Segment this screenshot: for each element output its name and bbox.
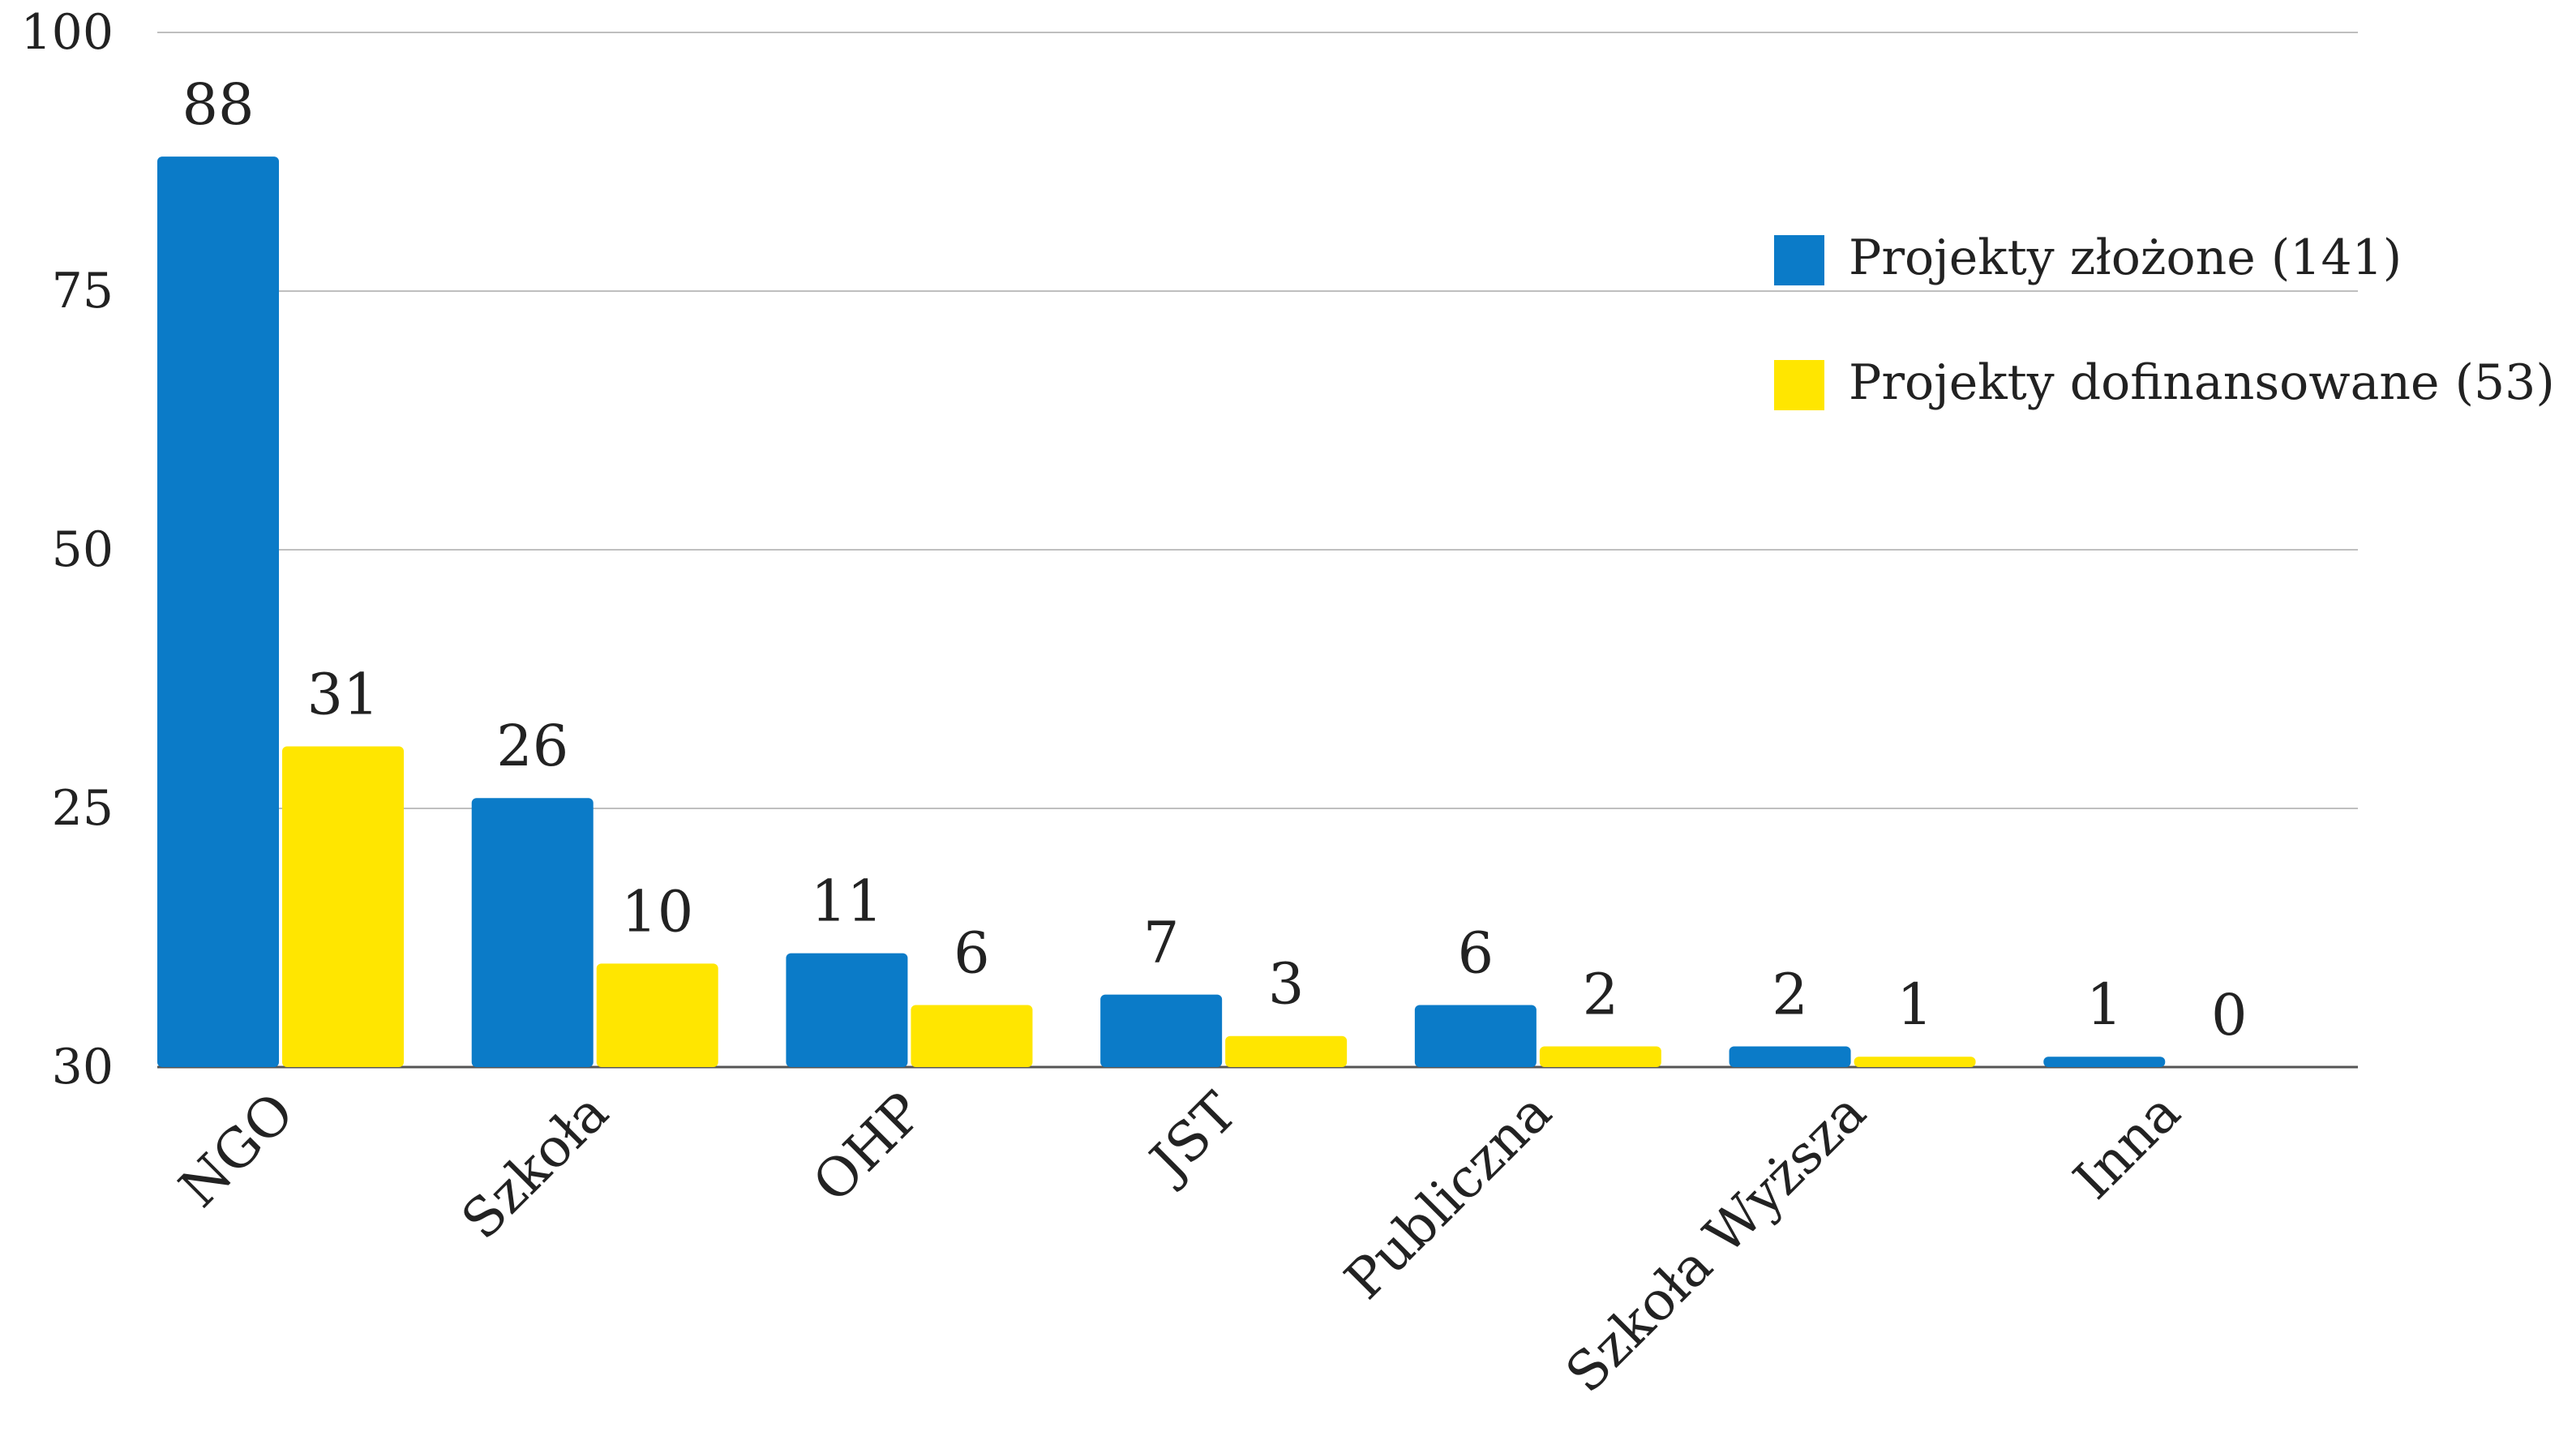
legend-swatch [1774, 235, 1824, 285]
bar-submitted [2043, 1057, 2166, 1067]
y-tick-label: 25 [52, 780, 114, 837]
bar-submitted [1100, 994, 1223, 1067]
legend-swatch [1774, 360, 1824, 410]
legend-label: Projekty dofinansowane (53) [1849, 354, 2555, 411]
data-label: 6 [1458, 919, 1494, 986]
data-label: 0 [2211, 982, 2248, 1048]
data-label: 1 [1897, 971, 1933, 1038]
category-label: Publiczna [1333, 1081, 1563, 1311]
bar-funded [282, 746, 404, 1067]
bar-funded [1225, 1035, 1348, 1067]
y-axis-ticks: 30 25 50 75 100 [20, 4, 114, 1095]
category-label: Szkoła Wyższa [1554, 1081, 1877, 1404]
category-label: OHP [801, 1081, 935, 1215]
legend: Projekty złożone (141) Projekty dofinanso… [1774, 229, 2555, 411]
bar-submitted [786, 953, 908, 1067]
data-label: 3 [1268, 951, 1305, 1018]
bar-funded [911, 1005, 1033, 1067]
bar-funded [596, 963, 718, 1067]
data-label: 2 [1583, 961, 1619, 1027]
y-tick-label: 75 [52, 263, 114, 319]
bar-funded [1854, 1057, 1976, 1067]
bar-submitted [1414, 1005, 1537, 1067]
category-label: Szkoła [450, 1081, 620, 1251]
bars [157, 156, 2166, 1067]
category-label: JST [1135, 1081, 1249, 1195]
y-tick-label: 100 [20, 4, 114, 61]
data-label: 26 [496, 713, 568, 779]
data-label: 1 [2086, 971, 2123, 1038]
category-label: NGO [167, 1081, 306, 1220]
legend-label: Projekty złożone (141) [1849, 229, 2402, 286]
bar-submitted [157, 156, 279, 1067]
bar-submitted [471, 798, 594, 1067]
y-tick-label: 50 [52, 521, 114, 578]
y-tick-label: 30 [52, 1039, 114, 1095]
bar-funded [1539, 1046, 1661, 1067]
data-label: 7 [1143, 910, 1180, 976]
data-label: 2 [1772, 961, 1808, 1027]
data-label: 10 [621, 878, 693, 945]
data-label: 88 [182, 71, 254, 138]
bar-submitted [1729, 1046, 1851, 1067]
category-label: Inna [2062, 1081, 2192, 1211]
data-label: 6 [954, 919, 990, 986]
data-label: 31 [306, 661, 379, 727]
data-label: 11 [811, 868, 883, 935]
